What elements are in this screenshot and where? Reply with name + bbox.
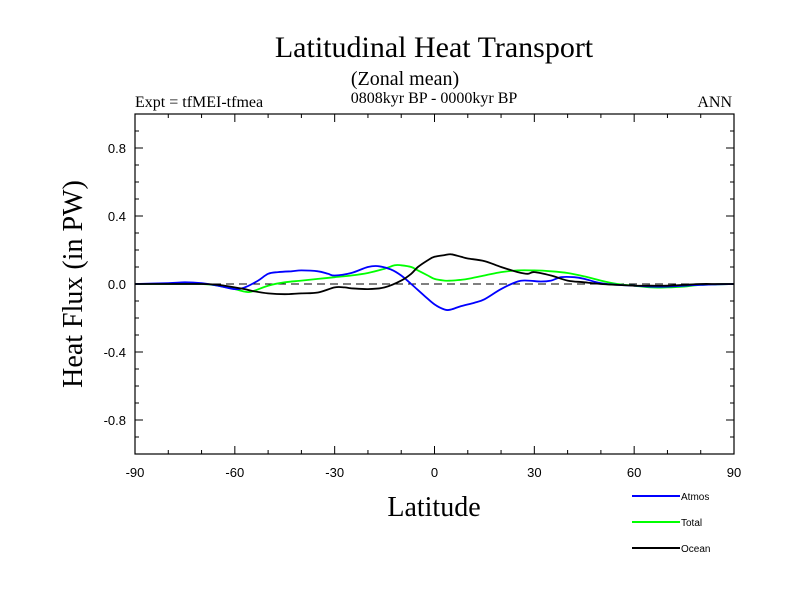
chart-title: Latitudinal Heat Transport (275, 31, 594, 64)
legend: Atmos Total Ocean (632, 492, 710, 555)
y-axis-label: Heat Flux (in PW) (58, 180, 89, 388)
chart-period: 0808kyr BP - 0000kyr BP (351, 90, 518, 107)
x-tick-label: 90 (727, 465, 741, 480)
legend-label-total: Total (681, 518, 702, 529)
y-tick-label: -0.4 (104, 345, 126, 360)
x-tick-label: -60 (225, 465, 244, 480)
ticks-layer (134, 113, 735, 455)
legend-label-atmos: Atmos (681, 492, 709, 503)
y-tick-label: -0.8 (104, 413, 126, 428)
series-line-ocean (135, 253, 734, 296)
x-tick-label: -30 (325, 465, 344, 480)
x-tick-label: -90 (126, 465, 145, 480)
y-tick-label: 0.8 (108, 141, 126, 156)
x-axis-label: Latitude (387, 492, 480, 523)
x-tick-label: 30 (527, 465, 541, 480)
y-tick-labels: -0.8 -0.4 0.0 0.4 0.8 (104, 141, 126, 428)
experiment-label: Expt = tfMEI-tfmea (135, 94, 263, 111)
legend-label-ocean: Ocean (681, 544, 710, 555)
y-tick-label: 0.0 (108, 277, 126, 292)
x-tick-label: 60 (627, 465, 641, 480)
series-line-atmos (134, 265, 735, 311)
season-label: ANN (697, 94, 732, 111)
series-layer (134, 253, 735, 311)
chart-subtitle: (Zonal mean) (351, 68, 459, 90)
x-tick-label: 0 (431, 465, 438, 480)
y-tick-label: 0.4 (108, 209, 126, 224)
x-tick-labels: -90 -60 -30 0 30 60 90 (126, 465, 742, 480)
